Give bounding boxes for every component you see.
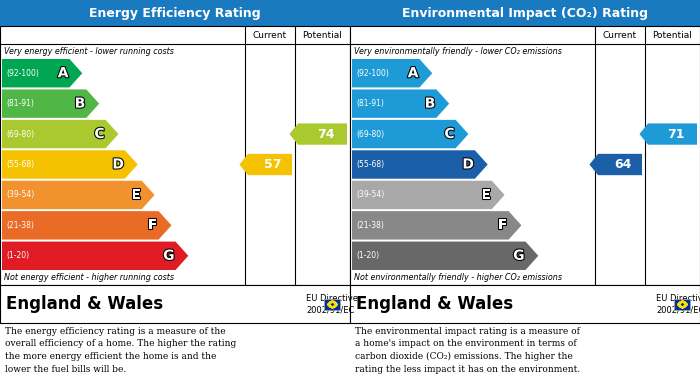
Text: Not environmentally friendly - higher CO₂ emissions: Not environmentally friendly - higher CO… (354, 273, 562, 283)
Text: Current: Current (603, 30, 637, 39)
Text: (55-68): (55-68) (356, 160, 384, 169)
Bar (0, 285, 350, 323)
Polygon shape (352, 120, 468, 148)
Text: (92-100): (92-100) (356, 69, 389, 78)
Text: E: E (132, 188, 141, 202)
Text: Very environmentally friendly - lower CO₂ emissions: Very environmentally friendly - lower CO… (354, 47, 562, 56)
Text: F: F (498, 218, 508, 232)
Text: C: C (94, 127, 104, 141)
Polygon shape (352, 211, 522, 240)
Text: EU Directive
2002/91/EC: EU Directive 2002/91/EC (306, 294, 358, 314)
Bar (350, 26, 700, 285)
Text: (69-80): (69-80) (356, 129, 384, 138)
Polygon shape (352, 242, 538, 270)
Text: Very energy efficient - lower running costs: Very energy efficient - lower running co… (4, 47, 174, 56)
Bar (350, 0, 700, 26)
Text: England & Wales: England & Wales (356, 295, 513, 313)
Polygon shape (352, 181, 505, 209)
Text: C: C (444, 127, 454, 141)
Text: (69-80): (69-80) (6, 129, 34, 138)
Text: G: G (513, 249, 524, 263)
Text: 57: 57 (265, 158, 281, 171)
Text: (39-54): (39-54) (6, 190, 34, 199)
Polygon shape (352, 59, 433, 88)
Bar (0, 26, 350, 285)
Polygon shape (352, 90, 449, 118)
Text: (55-68): (55-68) (6, 160, 34, 169)
Text: A: A (57, 66, 69, 80)
Text: 64: 64 (615, 158, 631, 171)
Text: (39-54): (39-54) (356, 190, 384, 199)
Polygon shape (2, 150, 138, 179)
Polygon shape (2, 120, 118, 148)
Text: 74: 74 (316, 127, 335, 141)
Bar (0, 0, 350, 26)
Text: 71: 71 (666, 127, 685, 141)
Text: The environmental impact rating is a measure of
a home's impact on the environme: The environmental impact rating is a mea… (355, 327, 580, 374)
Text: Potential: Potential (652, 30, 692, 39)
Text: A: A (407, 66, 419, 80)
Polygon shape (2, 90, 99, 118)
Text: (81-91): (81-91) (356, 99, 384, 108)
Text: D: D (463, 158, 474, 172)
Text: D: D (113, 158, 124, 172)
Bar (350, 285, 700, 323)
Polygon shape (290, 124, 347, 145)
Text: The energy efficiency rating is a measure of the
overall efficiency of a home. T: The energy efficiency rating is a measur… (5, 327, 237, 373)
Polygon shape (2, 242, 188, 270)
Text: Environmental Impact (CO₂) Rating: Environmental Impact (CO₂) Rating (402, 7, 648, 20)
Text: Potential: Potential (302, 30, 342, 39)
Polygon shape (640, 124, 697, 145)
Polygon shape (2, 211, 172, 240)
Polygon shape (589, 154, 642, 175)
Polygon shape (239, 154, 292, 175)
Bar (324, 298, 340, 310)
Text: (21-38): (21-38) (6, 221, 34, 230)
Text: B: B (75, 97, 85, 111)
Text: G: G (163, 249, 174, 263)
Polygon shape (2, 181, 155, 209)
Polygon shape (352, 150, 488, 179)
Text: B: B (425, 97, 435, 111)
Text: F: F (148, 218, 158, 232)
Text: EU Directive
2002/91/EC: EU Directive 2002/91/EC (656, 294, 700, 314)
Text: England & Wales: England & Wales (6, 295, 163, 313)
Bar (674, 298, 690, 310)
Text: Energy Efficiency Rating: Energy Efficiency Rating (89, 7, 261, 20)
Text: (92-100): (92-100) (6, 69, 39, 78)
Text: (1-20): (1-20) (356, 251, 379, 260)
Text: (81-91): (81-91) (6, 99, 34, 108)
Text: (1-20): (1-20) (6, 251, 29, 260)
Text: E: E (482, 188, 491, 202)
Polygon shape (2, 59, 83, 88)
Text: Current: Current (253, 30, 287, 39)
Text: (21-38): (21-38) (356, 221, 384, 230)
Text: Not energy efficient - higher running costs: Not energy efficient - higher running co… (4, 273, 174, 283)
